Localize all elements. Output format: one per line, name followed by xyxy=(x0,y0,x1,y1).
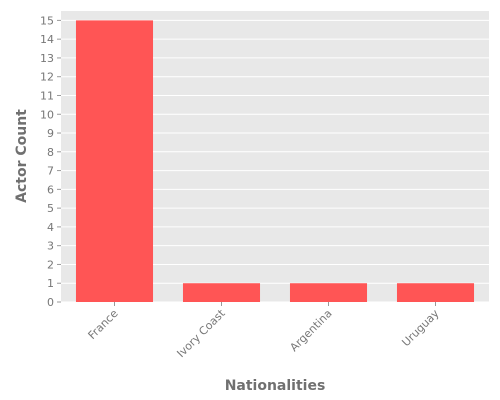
bars xyxy=(75,20,475,303)
y-tick-label: 8 xyxy=(47,146,54,159)
x-axis-title: Nationalities xyxy=(225,378,326,394)
y-tick-label: 3 xyxy=(47,240,54,253)
bar xyxy=(75,20,154,303)
y-tick-label: 10 xyxy=(40,108,54,121)
y-tick-label: 15 xyxy=(40,14,54,27)
y-tick-label: 9 xyxy=(47,127,54,140)
bar xyxy=(396,283,475,302)
y-tick-label: 11 xyxy=(40,89,54,102)
x-axis-ticks: France Ivory Coast Argentina Uruguay xyxy=(86,302,442,360)
y-tick-label: 2 xyxy=(47,258,54,271)
y-tick-label: 4 xyxy=(47,221,54,234)
y-tick-label: 13 xyxy=(40,52,54,65)
y-tick-label: 6 xyxy=(47,183,54,196)
y-tick-label: 0 xyxy=(47,296,54,309)
y-tick-label: 1 xyxy=(47,277,54,290)
x-tick-label: Ivory Coast xyxy=(174,306,228,360)
bar xyxy=(182,283,261,302)
y-axis-title: Actor Count xyxy=(14,109,30,203)
x-tick-label: Argentina xyxy=(287,307,334,354)
x-tick-label: Uruguay xyxy=(399,307,442,350)
y-tick-label: 12 xyxy=(40,71,54,84)
x-tick-label: France xyxy=(86,307,121,342)
y-tick-label: 5 xyxy=(47,202,54,215)
y-tick-label: 14 xyxy=(40,33,54,46)
bar xyxy=(289,283,368,302)
y-tick-label: 7 xyxy=(47,165,54,178)
